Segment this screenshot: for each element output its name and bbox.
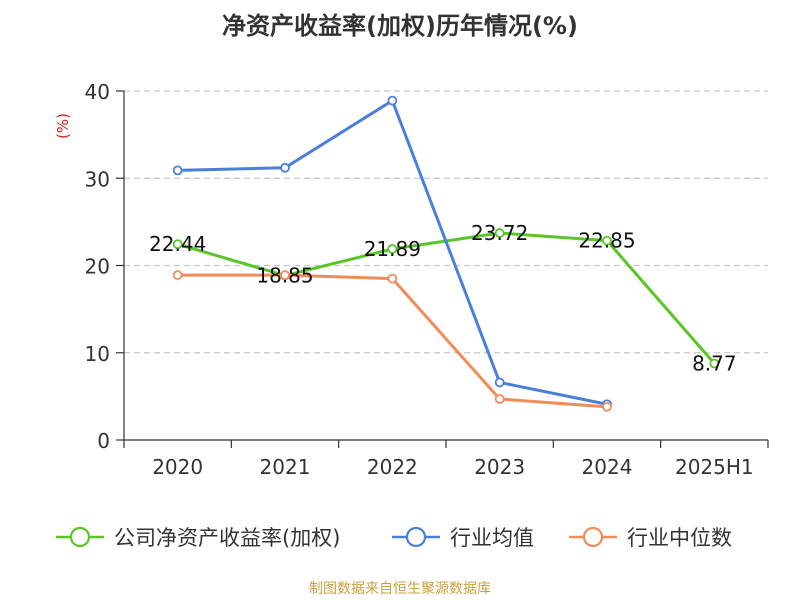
y-tick-label: 0 [97,429,110,453]
data-point [494,377,505,388]
legend-marker [405,526,427,548]
x-tick-label: 2025H1 [675,455,754,479]
data-point [602,235,612,246]
data-point [172,270,183,280]
data-point [172,165,183,176]
data-label: 18.85 [256,264,313,288]
data-point [494,394,505,404]
x-tick-label: 2022 [367,455,418,479]
data-label: 22.44 [149,232,206,256]
data-point [387,244,398,254]
source-note: 制图数据来自恒生聚源数据库 [309,581,491,597]
data-point [280,162,290,173]
data-point [602,401,612,412]
legend-label: 公司净资产收益率(加权) [114,526,340,550]
data-label: 23.72 [471,221,528,245]
data-point [172,239,183,250]
legend-marker [582,526,604,548]
y-tick-label: 10 [85,342,110,366]
y-tick-label: 30 [85,167,110,191]
y-tick-label: 20 [85,255,110,279]
legend-label: 行业均值 [450,526,534,550]
x-tick-label: 2024 [582,455,633,479]
x-tick-label: 2023 [474,455,525,479]
y-axis-label: (%) [54,113,72,139]
data-label: 8.77 [692,351,737,375]
data-point [709,358,720,369]
data-label: 22.85 [578,229,635,253]
chart-title: 净资产收益率(加权)历年情况(%) [222,12,578,40]
data-point [494,228,505,238]
series-line [177,273,608,409]
data-point [387,273,398,284]
x-tick-label: 2020 [152,455,203,479]
y-tick-label: 40 [85,80,110,104]
legend-marker [69,526,91,548]
legend-label: 行业中位数 [627,526,732,550]
data-point [387,95,398,106]
x-tick-label: 2021 [260,455,311,479]
data-point [280,270,290,280]
data-label: 21.89 [364,237,421,261]
